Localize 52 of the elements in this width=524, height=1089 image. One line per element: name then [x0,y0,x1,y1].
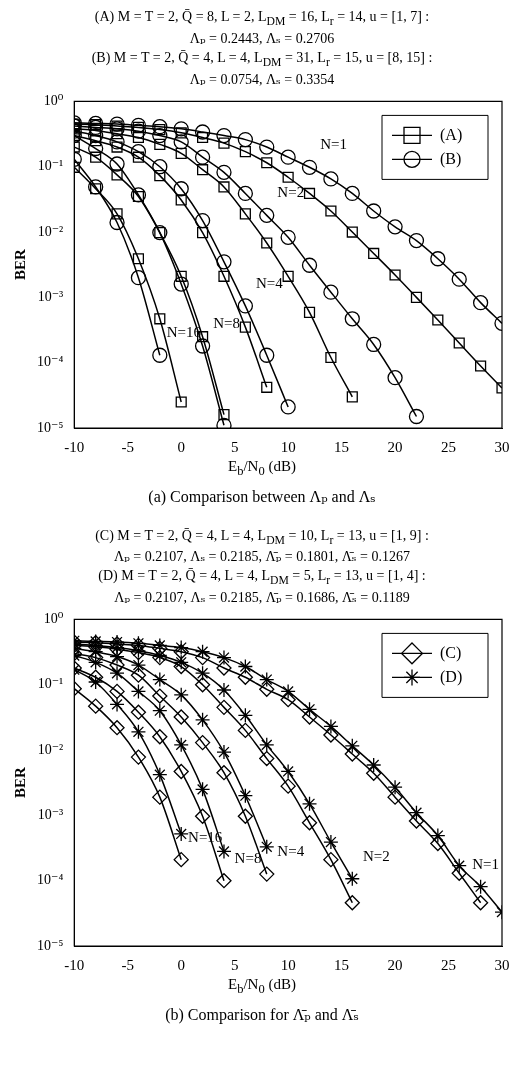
chart-subtitle: (D) M = T = 2, Q̄ = 4, L = 4, L$_{DM}$ = 5, L$_{r}$ = 13, u = [1, 4] : Λₚ = 0.2107, Λₛ = 0.2185, Λ̄ₚ = 0.1686, Λ̄ₛ = 0.1189 [97,567,427,607]
y-tick-label: 10⁻⁵ [36,419,64,435]
annotation: N=1 [320,135,347,152]
x-tick-label: 20 [387,957,403,974]
x-tick-label: 5 [230,438,239,455]
text: (a) Comparison between Λₚ and Λₛ [147,487,377,505]
annotation: N=4 [255,274,284,291]
annotation: N=4 [277,843,305,860]
x-tick-label: -5 [121,957,134,974]
x-tick-label: 15 [334,438,350,455]
y-tick-label: 10⁻¹ [37,676,64,692]
y-axis-title: BER [11,767,28,799]
x-axis-title: E$_{b}$/N$_{0}$ (dB) [227,457,297,480]
y-tick-label: 10⁻³ [37,807,64,823]
y-tick-label: 10⁻² [37,741,64,757]
y-tick-label: 10⁻⁵ [36,937,64,953]
y-tick-label: 10⁻¹ [37,157,64,173]
y-tick-label: 10⁻⁴ [36,872,64,888]
x-tick-label: 10 [280,438,296,455]
legend-label: (C) [440,643,462,662]
chart-title: (A) M = T = 2, Q̄ = 8, L = 2, L$_{DM}$ = 16, L$_{r}$ = 14, u = [1, 7] : Λₚ = 0.2443, Λₛ = 0.2706 [93,8,431,47]
x-tick-label: 25 [441,438,457,455]
annotation: N=2 [362,847,390,864]
chart-subtitle: (B) M = T = 2, Q̄ = 4, L = 4, L$_{DM}$ = 31, L$_{r}$ = 15, u = [8, 15] : Λₚ = 0.0754, Λₛ = 0.3354 [90,48,434,88]
legend-label: (D) [440,667,463,686]
x-tick-label: 10 [280,957,296,974]
x-tick-label: 30 [494,438,510,455]
x-tick-label: 25 [441,957,457,974]
text: (b) Comparison for Λ̄ₚ and Λ̄ₛ [164,1006,360,1024]
y-tick-label: 10⁻⁴ [36,353,64,369]
x-tick-label: 20 [387,438,403,455]
y-axis-title: BER [11,248,28,280]
chart-title: (C) M = T = 2, Q̄ = 4, L = 4, L$_{DM}$ = 10, L$_{r}$ = 13, u = [1, 9] : Λₚ = 0.2107, Λₛ = 0.2185, Λ̄ₚ = 0.1801, Λ̄ₛ = 0.1267 [94,526,430,566]
legend-label: (B) [440,149,462,168]
x-tick-label: -5 [121,438,134,455]
x-tick-label: -10 [64,957,85,974]
y-tick-label: 10⁰ [43,611,64,627]
x-tick-label: 0 [177,957,185,974]
y-tick-label: 10⁻³ [37,288,64,304]
annotation: N=1 [472,855,499,872]
x-tick-label: 0 [177,438,185,455]
x-axis-title: E$_{b}$/N$_{0}$ (dB) [227,976,297,999]
x-tick-label: 5 [230,957,239,974]
annotation: N=2 [277,183,305,200]
x-tick-label: -10 [64,438,85,455]
x-tick-label: 30 [494,957,510,974]
y-tick-label: 10⁻² [37,223,64,239]
x-tick-label: 15 [334,957,350,974]
annotation: N=8 [213,314,240,331]
legend-label: (A) [440,125,463,144]
annotation: N=8 [234,849,262,866]
y-tick-label: 10⁰ [43,92,64,108]
